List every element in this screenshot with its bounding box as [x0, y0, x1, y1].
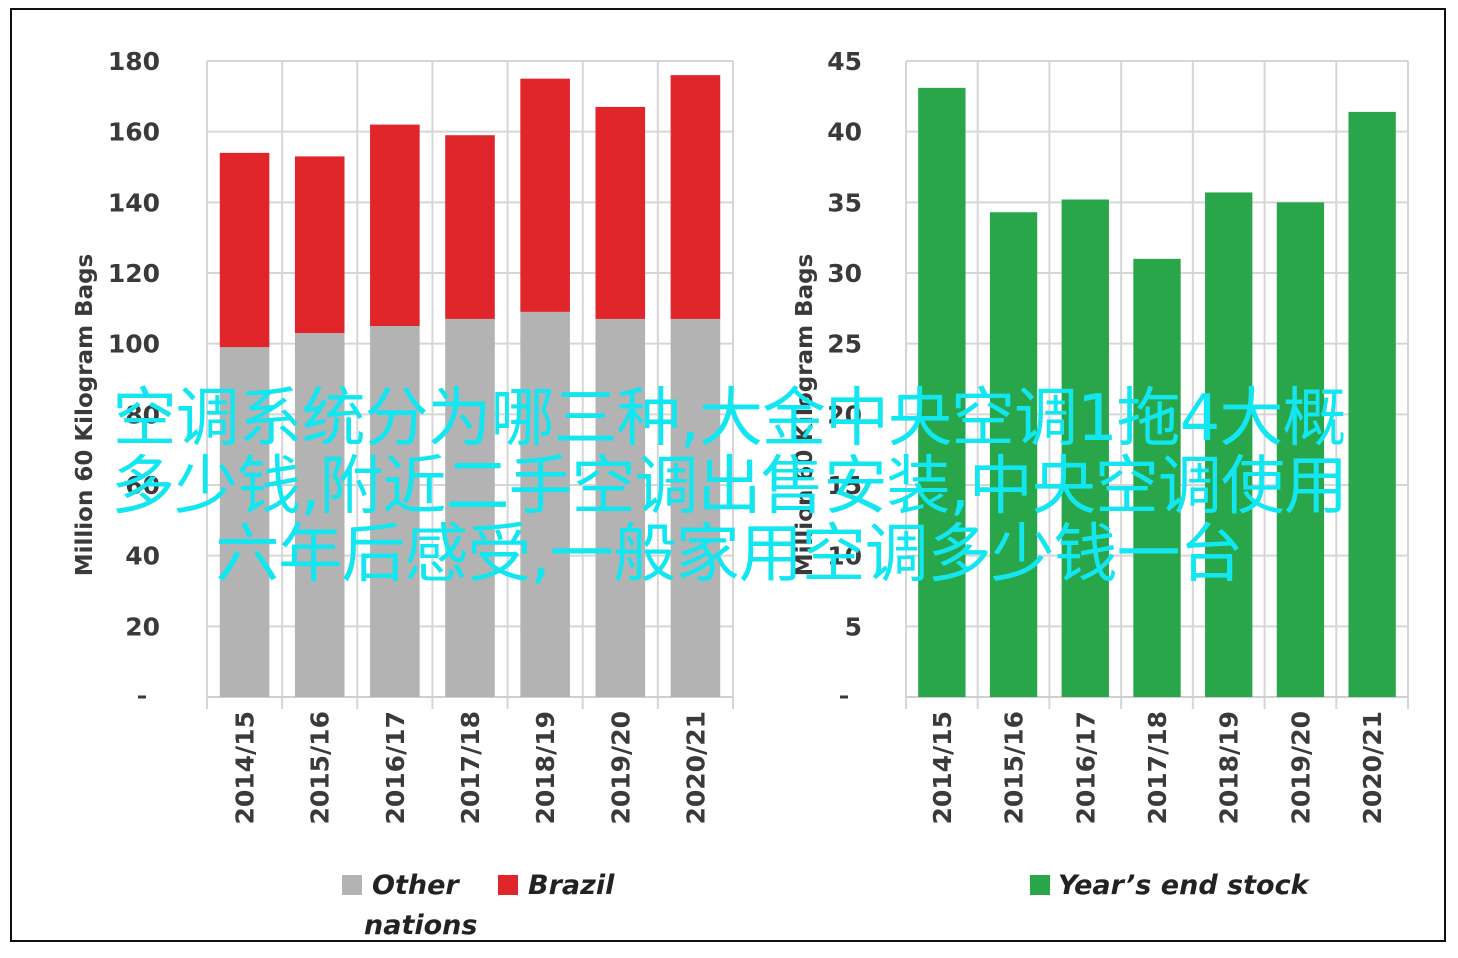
- x-tick-label: 2020/21: [681, 711, 710, 825]
- legend-swatch: [1030, 875, 1050, 895]
- bar: [219, 152, 270, 348]
- y-tick-label: 20: [827, 400, 862, 429]
- y-tick-label: 20: [125, 612, 160, 641]
- bar: [1133, 258, 1181, 697]
- y-tick-label: 35: [827, 188, 862, 217]
- x-tick-label: 2015/16: [1000, 711, 1029, 825]
- bar: [1205, 192, 1253, 697]
- x-tick-label: 2014/15: [928, 711, 957, 825]
- legend-label: Year’s end stock: [1058, 870, 1311, 901]
- legend-swatch: [498, 875, 518, 895]
- bar: [370, 124, 420, 326]
- bar: [520, 78, 570, 312]
- bar: [918, 87, 966, 697]
- bar: [670, 318, 721, 697]
- x-tick-label: 2017/18: [1143, 711, 1172, 825]
- y-tick-label: 45: [827, 47, 862, 76]
- legend-label: Brazil: [528, 870, 615, 901]
- chart-2: 5 10 15 20 25 30 35 40 45 2014/15 2015/16 2016/17 20…: [792, 47, 1409, 901]
- y-tick-label: 15: [827, 471, 862, 500]
- legend-label: Other nations: [364, 870, 477, 941]
- legend-swatch: [342, 875, 362, 895]
- bar: [1061, 199, 1109, 698]
- bar: [1348, 111, 1396, 697]
- x-tick-label: 2018/19: [1215, 711, 1244, 825]
- y-tick-label: 80: [125, 400, 160, 429]
- y-axis-title: Million 60 Kilogram Bags: [72, 254, 98, 577]
- bar: [294, 156, 345, 334]
- bar: [595, 106, 646, 319]
- bar: [520, 311, 570, 697]
- x-tick-label: 2015/16: [306, 711, 335, 825]
- x-tick-label: 2016/17: [1071, 711, 1100, 825]
- bar: [595, 318, 646, 697]
- y-axis-title: Million 60 Kilogram Bags: [792, 254, 818, 577]
- y-tick-label: 40: [827, 118, 862, 147]
- y-tick-label: 140: [108, 188, 160, 217]
- bar: [370, 326, 420, 697]
- y-tick-label: 100: [108, 330, 160, 359]
- x-tick-label: 2019/20: [606, 711, 635, 825]
- y-tick-label: 120: [108, 259, 160, 288]
- bar: [989, 212, 1038, 697]
- bar: [445, 318, 495, 697]
- chart-1: 20 40 60 80 100 120 140 160 180 2014/15 2015/16 201…: [72, 47, 734, 941]
- x-tick-label: 2018/19: [531, 711, 560, 825]
- bar: [1276, 202, 1325, 698]
- x-tick-label: 2020/21: [1358, 711, 1387, 825]
- y-tick-label: 25: [827, 330, 862, 359]
- y-tick-label: 10: [827, 542, 862, 571]
- bar: [294, 333, 345, 697]
- bar: [219, 347, 270, 697]
- x-tick-label: 2016/17: [381, 711, 410, 825]
- bar: [670, 75, 721, 319]
- x-tick-label: 2014/15: [231, 711, 260, 825]
- y-tick-label: 40: [125, 542, 160, 571]
- x-tick-label: 2019/20: [1286, 711, 1315, 825]
- y-tick-label: 180: [108, 47, 160, 76]
- y-tick-label: 60: [125, 471, 160, 500]
- bar: [445, 135, 495, 319]
- y-tick-label: 160: [108, 118, 160, 147]
- y-tick-label: 5: [845, 612, 862, 641]
- y-tick-label: 30: [827, 259, 862, 288]
- x-tick-label: 2017/18: [456, 711, 485, 825]
